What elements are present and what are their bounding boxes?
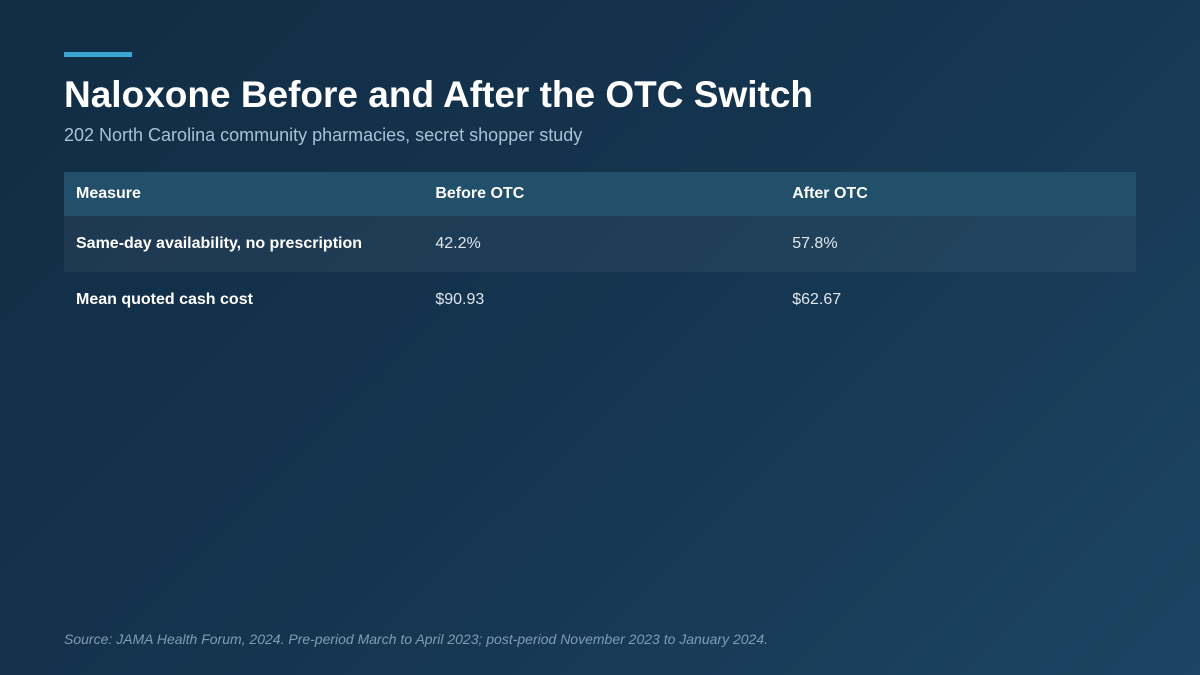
page-title: Naloxone Before and After the OTC Switch xyxy=(64,74,813,115)
comparison-table: Measure Before OTC After OTC Same-day av… xyxy=(64,172,1136,328)
page-subtitle: 202 North Carolina community pharmacies,… xyxy=(64,125,583,145)
table-row: Same-day availability, no prescription 4… xyxy=(64,216,1136,272)
column-header-before-otc: Before OTC xyxy=(423,172,781,216)
after-otc-cell: $62.67 xyxy=(792,291,842,308)
before-otc-cell: $90.93 xyxy=(435,291,485,308)
source-note: Source: JAMA Health Forum, 2024. Pre-per… xyxy=(64,631,768,647)
measure-cell: Mean quoted cash cost xyxy=(76,291,253,308)
accent-bar xyxy=(64,52,132,57)
measure-cell: Same-day availability, no prescription xyxy=(64,216,424,272)
after-otc-cell: 57.8% xyxy=(780,216,1136,272)
table-header-row: Measure Before OTC After OTC xyxy=(64,172,1136,216)
before-otc-cell: 42.2% xyxy=(423,216,781,272)
column-header-after-otc: After OTC xyxy=(780,172,1136,216)
table-row: Mean quoted cash cost $90.93 $62.67 xyxy=(64,272,1136,328)
column-header-measure: Measure xyxy=(64,172,424,216)
